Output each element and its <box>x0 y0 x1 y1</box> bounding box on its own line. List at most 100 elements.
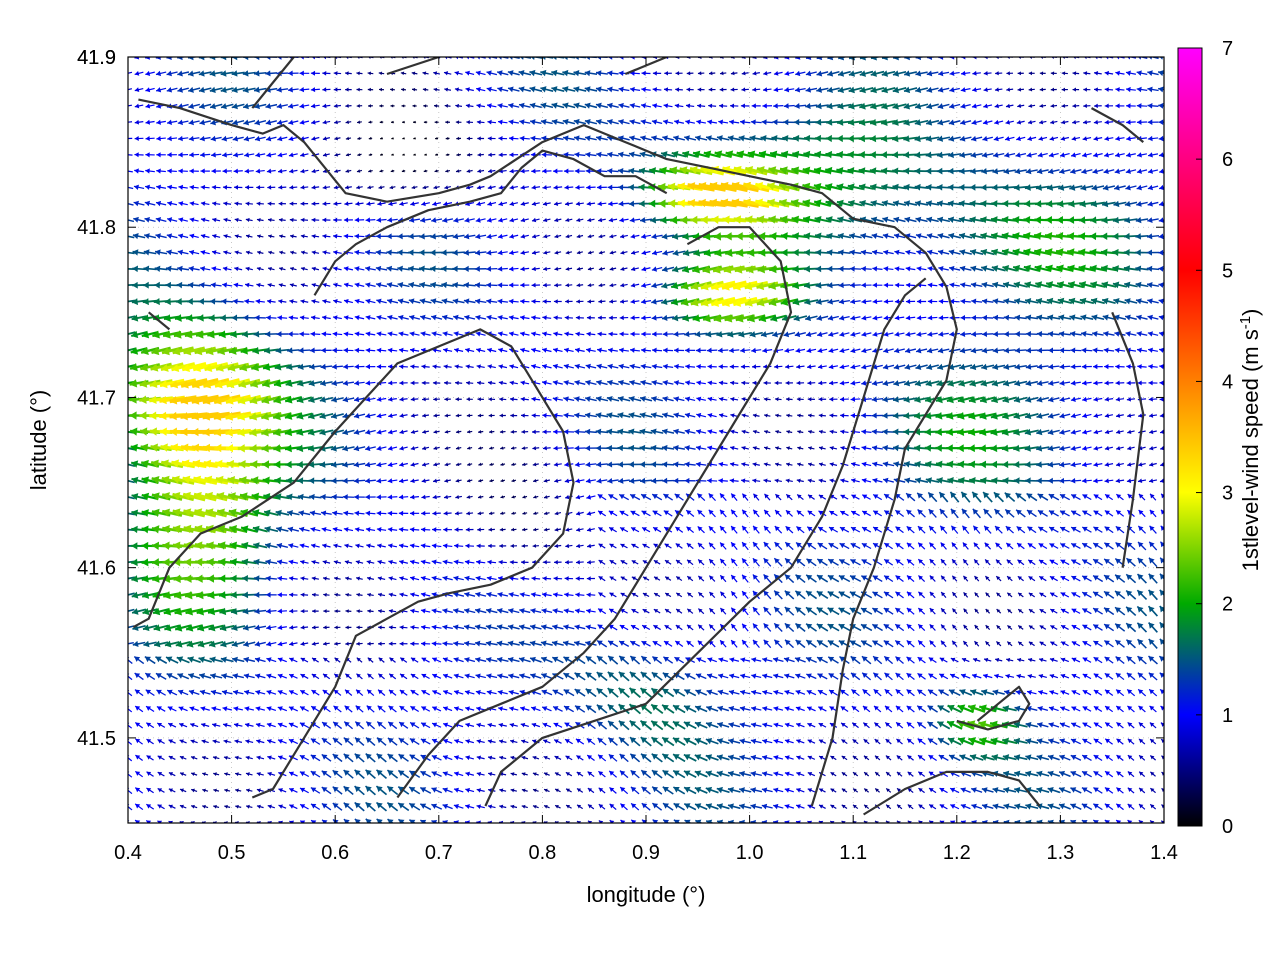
wind-arrow <box>465 722 475 728</box>
wind-arrow-head <box>267 804 272 809</box>
wind-arrow-head <box>168 755 174 760</box>
wind-arrow <box>697 559 705 566</box>
wind-arrow-head <box>507 640 514 647</box>
wind-arrow <box>453 706 464 712</box>
wind-arrow-head <box>784 771 790 777</box>
wind-arrow <box>807 788 816 793</box>
wind-arrow <box>694 737 708 745</box>
wind-arrow-head <box>475 673 481 679</box>
wind-arrow <box>277 706 288 712</box>
wind-arrow <box>552 706 563 712</box>
wind-arrow <box>830 771 837 777</box>
wind-arrow-head <box>673 819 680 823</box>
wind-arrow <box>387 818 394 823</box>
wind-arrow <box>499 755 507 760</box>
wind-arrow <box>650 720 664 731</box>
wind-arrow <box>464 689 475 696</box>
wind-arrow <box>708 624 716 631</box>
wind-arrow-head <box>981 787 988 794</box>
wind-arrow-head <box>566 805 570 809</box>
wind-arrow-head <box>750 819 757 823</box>
wind-arrow-head <box>398 770 405 777</box>
wind-arrow <box>474 624 487 631</box>
wind-arrow <box>278 788 287 793</box>
wind-arrow <box>1037 706 1049 712</box>
wind-arrow <box>344 705 353 713</box>
wind-arrow <box>168 772 176 777</box>
wind-arrow <box>289 804 298 810</box>
wind-arrow <box>1070 559 1081 566</box>
wind-arrow <box>773 590 783 600</box>
wind-arrow-head <box>377 543 382 549</box>
wind-arrow <box>586 608 596 614</box>
wind-arrow-head <box>1116 787 1122 793</box>
wind-arrow <box>167 722 177 728</box>
wind-arrow <box>1003 787 1017 794</box>
wind-arrow <box>255 689 266 696</box>
wind-arrow <box>618 720 630 731</box>
wind-arrow <box>970 787 983 793</box>
wind-arrow <box>1137 557 1147 568</box>
wind-arrow <box>1150 771 1156 777</box>
wind-arrow <box>651 802 663 811</box>
wind-arrow <box>697 575 705 582</box>
wind-arrow <box>464 820 472 823</box>
wind-arrow <box>1148 573 1158 584</box>
wind-arrow <box>796 771 805 777</box>
wind-arrow-head <box>1015 689 1021 696</box>
wind-arrow-head <box>1003 803 1010 810</box>
wind-arrow <box>367 609 374 614</box>
wind-arrow <box>345 641 352 646</box>
wind-arrow <box>377 576 386 581</box>
wind-arrow-head <box>256 755 261 760</box>
wind-arrow-head <box>675 640 681 646</box>
wind-arrow <box>486 575 497 582</box>
wind-arrow <box>951 575 958 582</box>
wind-arrow <box>673 819 681 823</box>
wind-arrow <box>861 672 872 681</box>
wind-arrow-head <box>552 608 558 614</box>
wind-arrow <box>387 737 398 746</box>
wind-arrow <box>863 788 870 793</box>
wind-arrow-head <box>886 788 890 793</box>
wind-arrow-head <box>475 608 481 614</box>
wind-arrow <box>431 608 442 614</box>
wind-arrow <box>155 672 167 680</box>
wind-arrow-head <box>727 787 734 794</box>
wind-arrow <box>442 738 453 744</box>
wind-arrow <box>1039 625 1047 630</box>
wind-arrow <box>951 608 958 615</box>
wind-arrow-head <box>1127 771 1133 776</box>
wind-arrow <box>1025 819 1036 823</box>
wind-arrow-head <box>1017 657 1022 663</box>
wind-arrow <box>937 737 950 746</box>
wind-arrow <box>135 738 144 745</box>
wind-arrow-head <box>651 770 659 776</box>
wind-arrow <box>938 689 950 697</box>
wind-arrow <box>311 576 320 581</box>
wind-arrow <box>464 673 475 679</box>
wind-arrow <box>773 673 784 679</box>
wind-arrow <box>885 755 892 761</box>
wind-arrow <box>609 803 617 810</box>
wind-arrow <box>354 737 365 746</box>
wind-arrow-head <box>510 804 515 809</box>
wind-arrow <box>618 640 630 647</box>
wind-arrow <box>321 802 332 811</box>
wind-arrow <box>554 772 561 777</box>
wind-arrow <box>661 753 675 763</box>
wind-arrow <box>585 704 597 714</box>
wind-arrow-head <box>388 625 393 630</box>
wind-arrow <box>772 657 784 663</box>
wind-arrow <box>564 576 574 581</box>
wind-arrow <box>706 673 718 679</box>
wind-arrow <box>222 722 232 728</box>
wind-arrow-head <box>355 560 360 565</box>
wind-arrow <box>540 656 553 664</box>
wind-arrow <box>1007 608 1013 614</box>
wind-arrow <box>1103 558 1115 567</box>
wind-arrow-head <box>162 541 170 550</box>
wind-arrow <box>519 608 531 614</box>
wind-arrow-head <box>420 559 426 565</box>
wind-arrow <box>1126 672 1136 681</box>
